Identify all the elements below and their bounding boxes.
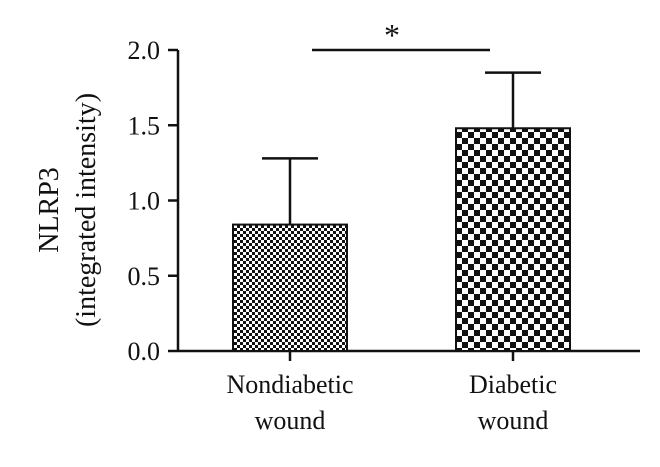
y-tick-label: 1.0 <box>128 187 161 216</box>
y-tick-label: 0.0 <box>128 337 161 366</box>
error-bars <box>262 71 541 225</box>
x-tick-label-1: Diabetic wound <box>469 370 557 435</box>
y-axis-label-line-2: (integrated intensity) <box>71 93 102 327</box>
y-axis-label-line-1: NLRP3 <box>34 167 65 253</box>
significance-bracket: * <box>312 17 490 53</box>
y-axis-label: NLRP3 (integrated intensity) <box>34 93 102 327</box>
significance-marker: * <box>384 17 400 53</box>
x-tick-labels: Nondiabetic wound Diabetic wound <box>226 370 557 435</box>
bars <box>232 127 571 352</box>
x-tick-label-0: Nondiabetic wound <box>226 370 353 435</box>
y-ticks: 0.0 0.5 1.0 1.5 2.0 <box>128 36 178 366</box>
bar-1 <box>455 127 571 352</box>
y-tick-label: 2.0 <box>128 36 161 65</box>
y-tick-label: 1.5 <box>128 111 161 140</box>
y-tick-label: 0.5 <box>128 262 161 291</box>
bar-0 <box>232 223 348 352</box>
